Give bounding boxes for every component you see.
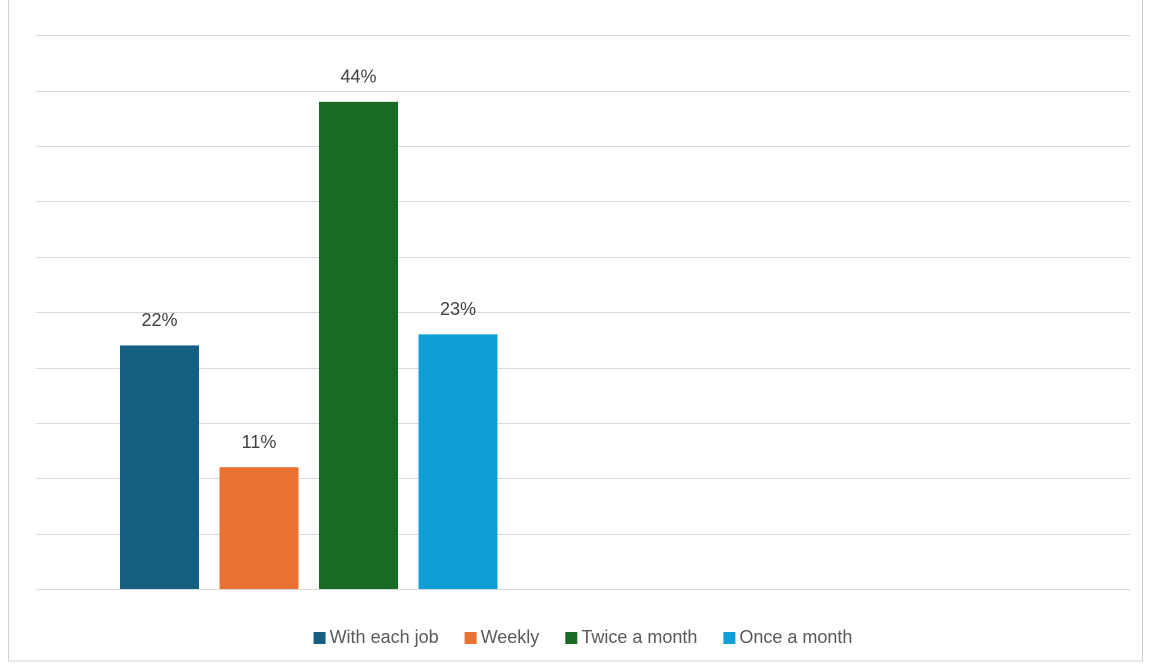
legend-label: Twice a month	[581, 627, 697, 647]
legend-label: Once a month	[739, 627, 852, 647]
bar	[219, 467, 299, 589]
bar	[319, 101, 398, 589]
data-label: 11%	[242, 432, 277, 452]
legend-swatch	[723, 632, 736, 644]
legend-label: Weekly	[481, 627, 540, 647]
bar	[418, 334, 498, 589]
data-label: 22%	[141, 310, 177, 330]
legend-swatch	[565, 632, 578, 644]
bar	[120, 345, 199, 589]
legend-label: With each job	[330, 627, 439, 647]
data-label: 44%	[340, 67, 376, 87]
legend-swatch	[464, 632, 477, 644]
data-label: 23%	[440, 299, 476, 319]
legend-swatch	[313, 632, 326, 644]
